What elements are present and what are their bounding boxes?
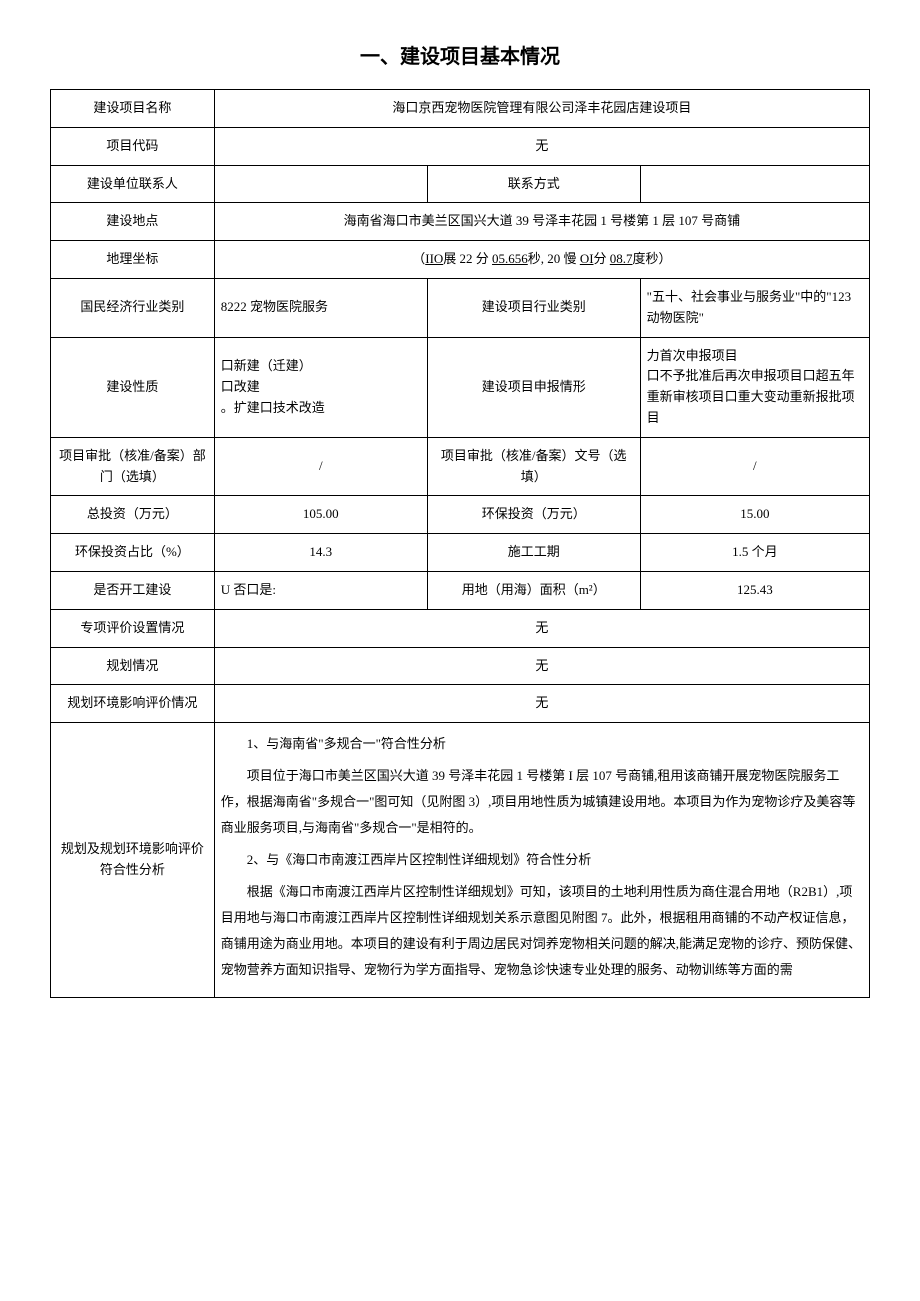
conformity-label: 规划及规划环境影响评价符合性分析 [51,723,215,998]
planning-env-label: 规划环境影响评价情况 [51,685,215,723]
coord-label: 地理坐标 [51,241,215,279]
project-name-value: 海口京西宠物医院管理有限公司泽丰花园店建设项目 [214,90,869,128]
declare-label: 建设项目申报情形 [427,337,640,437]
table-row: 规划及规划环境影响评价符合性分析 1、与海南省"多规合一"符合性分析 项目位于海… [51,723,870,998]
planning-value: 无 [214,647,869,685]
table-row: 建设项目名称 海口京西宠物医院管理有限公司泽丰花园店建设项目 [51,90,870,128]
table-row: 地理坐标 （IIO展 22 分 05.656秒, 20 慢 OI分 08.7度秒… [51,241,870,279]
table-row: 建设单位联系人 联系方式 [51,165,870,203]
contact-method-label: 联系方式 [427,165,640,203]
env-ratio-label: 环保投资占比（%） [51,534,215,572]
location-label: 建设地点 [51,203,215,241]
nature-line1: 口新建（迁建） [221,356,421,377]
location-value: 海南省海口市美兰区国兴大道 39 号泽丰花园 1 号楼第 1 层 107 号商铺 [214,203,869,241]
nature-label: 建设性质 [51,337,215,437]
conformity-h1: 1、与海南省"多规合一"符合性分析 [221,731,863,757]
area-value: 125.43 [640,571,869,609]
project-info-table: 建设项目名称 海口京西宠物医院管理有限公司泽丰花园店建设项目 项目代码 无 建设… [50,89,870,998]
contact-person-value [214,165,427,203]
env-ratio-value: 14.3 [214,534,427,572]
industry-value: 8222 宠物医院服务 [214,278,427,337]
table-row: 项目审批（核准/备案）部门（选填） / 项目审批（核准/备案）文号（选填） / [51,437,870,496]
declare-value: 力首次申报项目 口不予批准后再次申报项目口超五年重新审核项目口重大变动重新报批项… [640,337,869,437]
approve-dept-value: / [214,437,427,496]
duration-label: 施工工期 [427,534,640,572]
contact-person-label: 建设单位联系人 [51,165,215,203]
proj-industry-label: 建设项目行业类别 [427,278,640,337]
coord-prefix: （ [412,251,425,266]
nature-line2: 口改建 [221,377,421,398]
coord-p4: 秒, 20 慢 [528,251,580,266]
declare-line2: 口不予批准后再次申报项目口超五年重新审核项目口重大变动重新报批项目 [647,366,863,428]
proj-industry-value: "五十、社会事业与服务业"中的"123 动物医院" [640,278,869,337]
conformity-h2: 2、与《海口市南渡江西岸片区控制性详细规划》符合性分析 [221,847,863,873]
planning-label: 规划情况 [51,647,215,685]
approve-dept-label: 项目审批（核准/备案）部门（选填） [51,437,215,496]
env-invest-label: 环保投资（万元） [427,496,640,534]
project-name-label: 建设项目名称 [51,90,215,128]
project-code-value: 无 [214,127,869,165]
coord-p1: IIO [425,251,443,266]
invest-label: 总投资（万元） [51,496,215,534]
table-row: 建设性质 口新建（迁建） 口改建 。扩建口技术改造 建设项目申报情形 力首次申报… [51,337,870,437]
approve-no-value: / [640,437,869,496]
declare-line1: 力首次申报项目 [647,346,863,367]
conformity-value: 1、与海南省"多规合一"符合性分析 项目位于海口市美兰区国兴大道 39 号泽丰花… [214,723,869,998]
coord-p2: 展 22 分 [443,251,492,266]
coord-value: （IIO展 22 分 05.656秒, 20 慢 OI分 08.7度秒） [214,241,869,279]
coord-p3: 05.656 [492,251,528,266]
special-eval-value: 无 [214,609,869,647]
table-row: 规划环境影响评价情况 无 [51,685,870,723]
industry-label: 国民经济行业类别 [51,278,215,337]
table-row: 国民经济行业类别 8222 宠物医院服务 建设项目行业类别 "五十、社会事业与服… [51,278,870,337]
table-row: 总投资（万元） 105.00 环保投资（万元） 15.00 [51,496,870,534]
project-code-label: 项目代码 [51,127,215,165]
planning-env-value: 无 [214,685,869,723]
coord-p6: 分 [594,251,610,266]
table-row: 专项评价设置情况 无 [51,609,870,647]
special-eval-label: 专项评价设置情况 [51,609,215,647]
table-row: 规划情况 无 [51,647,870,685]
nature-line3: 。扩建口技术改造 [221,398,421,419]
nature-value: 口新建（迁建） 口改建 。扩建口技术改造 [214,337,427,437]
started-value: U 否口是: [214,571,427,609]
table-row: 项目代码 无 [51,127,870,165]
duration-value: 1.5 个月 [640,534,869,572]
contact-method-value [640,165,869,203]
env-invest-value: 15.00 [640,496,869,534]
invest-value: 105.00 [214,496,427,534]
table-row: 建设地点 海南省海口市美兰区国兴大道 39 号泽丰花园 1 号楼第 1 层 10… [51,203,870,241]
coord-p8: 度秒） [633,251,672,266]
coord-p7: 08.7 [610,251,633,266]
started-label: 是否开工建设 [51,571,215,609]
coord-p5: OI [580,251,594,266]
table-row: 环保投资占比（%） 14.3 施工工期 1.5 个月 [51,534,870,572]
table-row: 是否开工建设 U 否口是: 用地（用海）面积（m²） 125.43 [51,571,870,609]
conformity-p1: 项目位于海口市美兰区国兴大道 39 号泽丰花园 1 号楼第 I 层 107 号商… [221,763,863,841]
conformity-p2: 根据《海口市南渡江西岸片区控制性详细规划》可知，该项目的土地利用性质为商住混合用… [221,879,863,983]
area-label: 用地（用海）面积（m²） [427,571,640,609]
approve-no-label: 项目审批（核准/备案）文号（选填） [427,437,640,496]
page-title: 一、建设项目基本情况 [50,40,870,69]
